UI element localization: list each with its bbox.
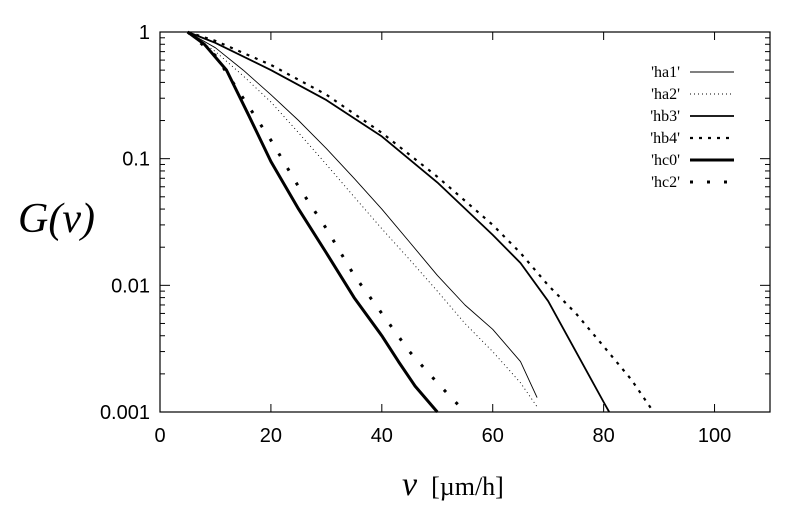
plot-frame [159,31,771,413]
x-tick-label: 60 [482,425,504,447]
y-axis-label: G(v) [18,196,95,242]
legend-label: 'ha1' [651,64,680,81]
legend-label: 'hc2' [651,174,680,191]
y-tick-label: 0.1 [122,149,150,171]
x-axis-symbol: v [402,466,418,503]
legend-label: 'hc0' [651,152,680,169]
x-tick-label: 0 [154,425,165,447]
legend-label: 'hb3' [650,108,680,125]
y-tick-label: 1 [139,22,150,44]
legend: 'ha1' 'ha2' 'hb3' 'hb4' 'hc0' 'hc2' [650,64,734,191]
x-tick-label: 20 [260,425,282,447]
x-tick-label: 40 [371,425,393,447]
series-line [186,30,467,414]
x-tick-label: 80 [593,425,615,447]
legend-label: 'ha2' [651,86,680,103]
series-line [186,30,439,413]
series-line [187,30,655,413]
series-lines [186,30,655,414]
legend-label: 'hb4' [650,130,680,147]
x-tick-label: 100 [698,425,731,447]
series-line [187,31,538,398]
y-tick-label: 0.01 [111,275,150,297]
y-tick-label: 0.001 [100,402,150,424]
x-axis-unit: [µm/h] [431,472,504,501]
x-axis-ticks: 0 20 40 60 80 100 [154,32,731,447]
series-line [187,31,538,408]
series-line [187,31,610,413]
y-axis-ticks: 1 0.1 0.01 0.001 [100,22,770,424]
x-axis-label: v [µm/h] [402,466,504,503]
